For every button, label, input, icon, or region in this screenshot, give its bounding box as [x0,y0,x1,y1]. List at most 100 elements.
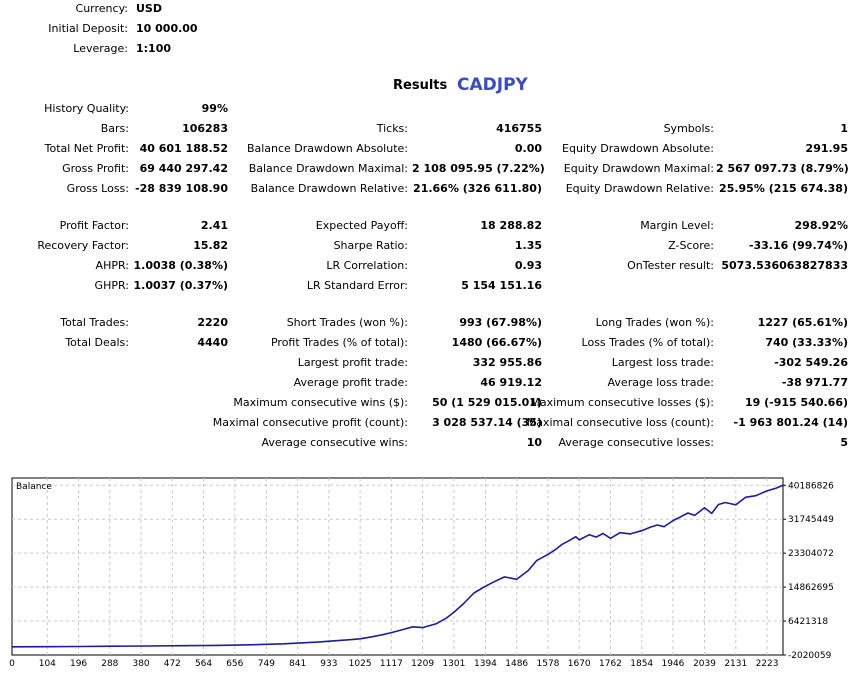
col3-maximal-consecutive-loss-count-label: Maximal consecutive loss (count): [526,416,714,429]
col3-loss-trades-of-total-label: Loss Trades (% of total): [581,336,714,349]
x-tick-label: 1670 [568,659,591,669]
col2-balance-drawdown-maximal-label: Balance Drawdown Maximal: [248,162,408,175]
x-tick-label: 2223 [756,659,779,669]
col1-history-quality-label: History Quality: [44,102,129,115]
col2-balance-drawdown-absolute-label: Balance Drawdown Absolute: [246,142,408,155]
x-tick-label: 1578 [537,659,560,669]
x-tick-label: 1854 [630,659,653,669]
currency-value: USD [136,2,162,15]
x-tick-label: 472 [164,659,181,669]
col2-average-profit-trade-value: 46 919.12 [480,376,542,389]
col3-equity-drawdown-relative-label: Equity Drawdown Relative: [565,182,714,195]
y-tick-label: 6421318 [788,617,828,627]
col3-equity-drawdown-relative-value: 25.95% (215 674.38) [719,182,848,195]
col1-ghpr-value: 1.0037 (0.37%) [133,279,229,292]
col1-gross-loss-value: -28 839 108.90 [135,182,228,195]
col1-ahpr-label: AHPR: [95,259,129,272]
col1-total-deals-label: Total Deals: [65,336,129,349]
leverage-value: 1:100 [136,42,172,55]
currency-label: Currency: [75,2,128,15]
x-tick-label: 1946 [662,659,685,669]
col1-total-net-profit-label: Total Net Profit: [44,142,129,155]
x-tick-label: 1762 [599,659,622,669]
x-tick-label: 0 [9,659,15,669]
x-tick-label: 749 [258,659,275,669]
col3-symbols-value: 1 [840,122,848,135]
col1-gross-profit-label: Gross Profit: [62,162,129,175]
col3-largest-loss-trade-label: Largest loss trade: [611,356,714,369]
initial-deposit-label: Initial Deposit: [48,22,128,35]
col2-maximum-consecutive-wins-label: Maximum consecutive wins ($): [233,396,408,409]
x-tick-label: 288 [101,659,118,669]
balance-line [11,484,784,648]
col2-maximal-consecutive-profit-count-value: 3 028 537.14 (35) [432,416,542,429]
col2-balance-drawdown-absolute-value: 0.00 [514,142,542,155]
col2-average-consecutive-wins-label: Average consecutive wins: [261,436,408,449]
col2-expected-payoff-value: 18 288.82 [480,219,542,232]
col1-recovery-factor-label: Recovery Factor: [37,239,129,252]
col3-average-loss-trade-value: -38 971.77 [781,376,848,389]
col3-ontester-result-label: OnTester result: [627,259,714,272]
col2-lr-standard-error-value: 5 154 151.16 [461,279,542,292]
col2-balance-drawdown-relative-value: 21.66% (326 611.80) [413,182,542,195]
col3-long-trades-won-value: 1227 (65.61%) [757,316,848,329]
col3-average-consecutive-losses-value: 5 [840,436,848,449]
y-tick-label: 40186826 [788,481,834,491]
col3-maximum-consecutive-losses-value: 19 (-915 540.66) [745,396,848,409]
col2-sharpe-ratio-label: Sharpe Ratio: [333,239,408,252]
col2-lr-correlation-value: 0.93 [514,259,542,272]
col3-z-score-value: -33.16 (99.74%) [748,239,848,252]
col2-ticks-value: 416755 [496,122,542,135]
col2-largest-profit-trade-value: 332 955.86 [472,356,542,369]
x-tick-label: 1025 [349,659,372,669]
col2-average-consecutive-wins-value: 10 [526,436,542,449]
col2-balance-drawdown-relative-label: Balance Drawdown Relative: [250,182,408,195]
col1-gross-loss-label: Gross Loss: [66,182,129,195]
col3-z-score-label: Z-Score: [668,239,714,252]
col2-maximal-consecutive-profit-count-label: Maximal consecutive profit (count): [212,416,408,429]
y-tick-label: 31745449 [788,515,834,525]
x-tick-label: 196 [70,659,87,669]
x-tick-label: 104 [39,659,56,669]
col2-balance-drawdown-maximal-value: 2 108 095.95 (7.22%) [412,162,545,175]
col2-profit-trades-of-total-value: 1480 (66.67%) [451,336,542,349]
y-tick-label: 23304072 [788,549,834,559]
x-tick-label: 1209 [411,659,434,669]
col2-lr-standard-error-label: LR Standard Error: [306,279,408,292]
col1-total-net-profit-value: 40 601 188.52 [139,142,228,155]
col2-short-trades-won-value: 993 (67.98%) [459,316,542,329]
x-tick-label: 656 [226,659,243,669]
results-symbol: CADJPY [457,75,528,95]
x-tick-label: 1117 [380,659,403,669]
col1-history-quality-value: 99% [201,102,228,115]
leverage-label: Leverage: [73,42,128,55]
col3-average-loss-trade-label: Average loss trade: [607,376,714,389]
col1-total-deals-value: 4440 [197,336,228,349]
x-tick-label: 1486 [505,659,528,669]
col1-bars-value: 106283 [182,122,228,135]
col3-average-consecutive-losses-label: Average consecutive losses: [558,436,714,449]
col2-expected-payoff-label: Expected Payoff: [315,219,408,232]
col1-total-trades-value: 2220 [197,316,228,329]
col3-equity-drawdown-absolute-value: 291.95 [805,142,848,155]
col1-gross-profit-value: 69 440 297.42 [139,162,228,175]
x-tick-label: 564 [195,659,212,669]
x-tick-label: 2131 [724,659,747,669]
results-title: Results [393,78,448,93]
col2-lr-correlation-label: LR Correlation: [326,259,408,272]
col3-equity-drawdown-maximal-value: 2 567 097.73 (8.79%) [716,162,849,175]
col2-sharpe-ratio-value: 1.35 [514,239,542,252]
col3-symbols-label: Symbols: [663,122,714,135]
col1-recovery-factor-value: 15.82 [193,239,228,252]
col3-margin-level-label: Margin Level: [640,219,714,232]
y-tick-label: -2020059 [788,651,832,661]
chart-title: Balance [16,482,52,492]
y-tick-label: 14862695 [788,583,834,593]
plot-area [11,477,784,656]
col3-loss-trades-of-total-value: 740 (33.33%) [765,336,848,349]
x-tick-label: 1301 [442,659,465,669]
col2-maximum-consecutive-wins-value: 50 (1 529 015.01) [432,396,542,409]
col2-ticks-label: Ticks: [376,122,408,135]
col2-largest-profit-trade-label: Largest profit trade: [297,356,408,369]
x-tick-label: 1394 [474,659,497,669]
